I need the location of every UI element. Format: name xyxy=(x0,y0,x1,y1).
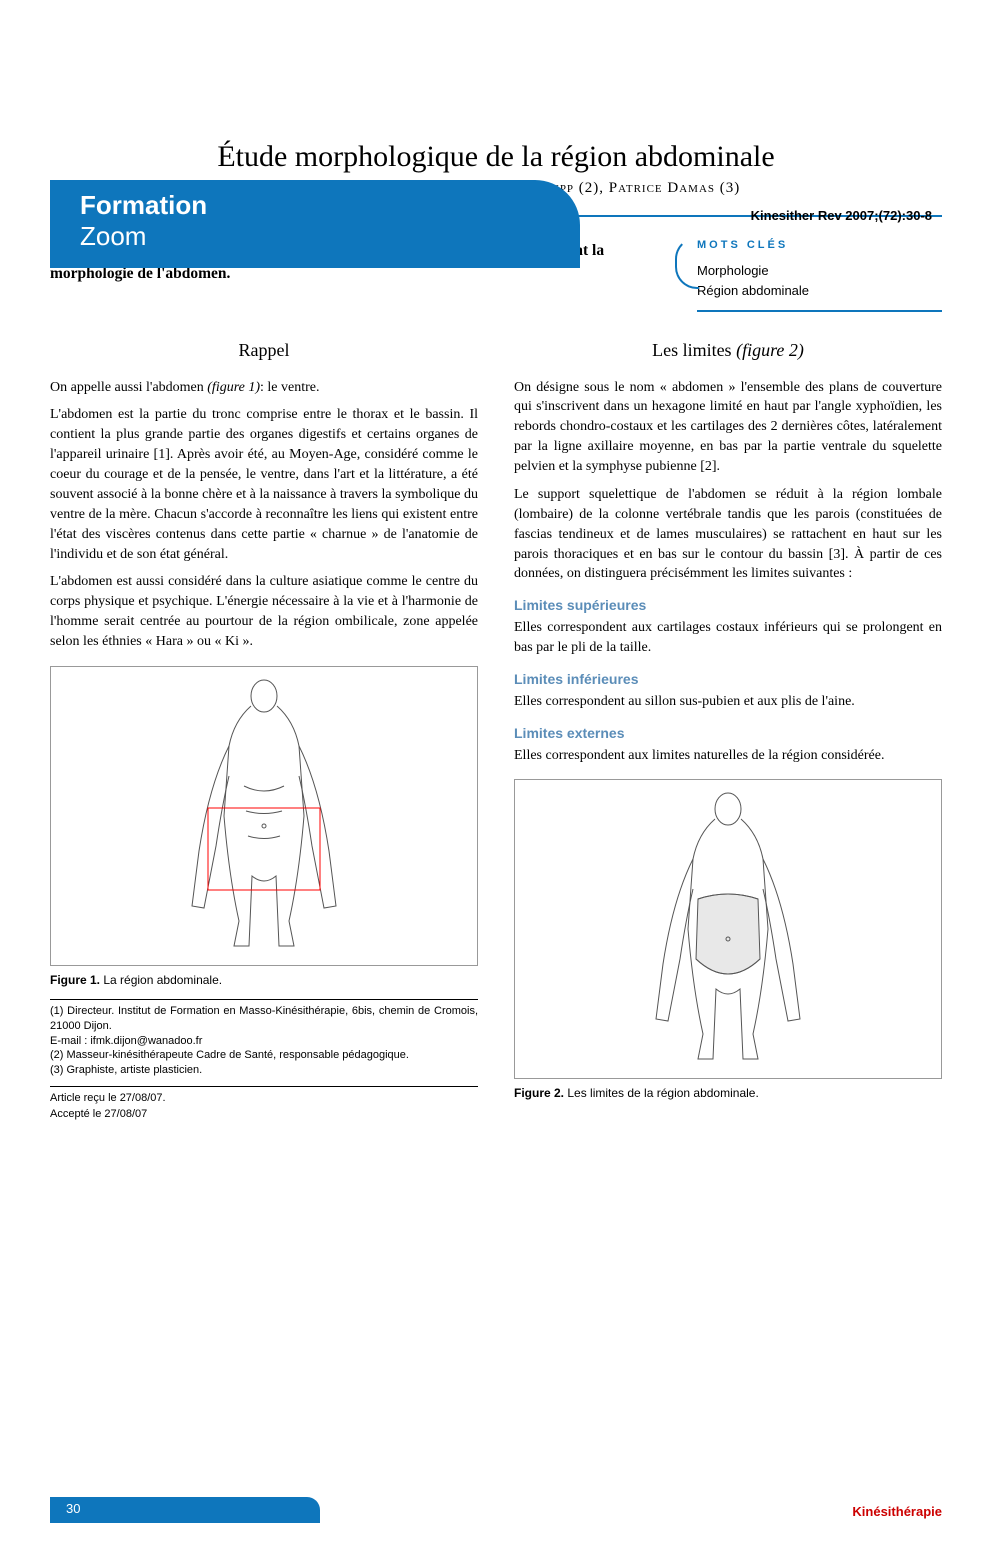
section-heading-limites: Les limites (figure 2) xyxy=(514,338,942,364)
figure-1-caption: Figure 1. La région abdominale. xyxy=(50,972,478,989)
figure-1 xyxy=(50,666,478,966)
date-received: Article reçu le 27/08/07. xyxy=(50,1091,478,1107)
fig2-text: Les limites de la région abdominale. xyxy=(564,1086,759,1100)
journal-citation: Kinesither Rev 2007;(72):30-8 xyxy=(751,208,932,223)
figure-2 xyxy=(514,779,942,1079)
columns: Rappel On appelle aussi l'abdomen (figur… xyxy=(50,330,942,1122)
left-p3: L'abdomen est aussi considéré dans la cu… xyxy=(50,572,478,652)
date-accepted: Accepté le 27/08/07 xyxy=(50,1107,478,1123)
heading-ref: (figure 2) xyxy=(736,340,804,360)
sub-heading-ext: Limites externes xyxy=(514,724,942,744)
article-dates: Article reçu le 27/08/07. Accepté le 27/… xyxy=(50,1086,478,1122)
right-p2: Le support squelettique de l'abdomen se … xyxy=(514,485,942,584)
right-column: Les limites (figure 2) On désigne sous l… xyxy=(514,330,942,1122)
page-number: 30 xyxy=(50,1497,320,1523)
figure-1-svg xyxy=(174,676,354,956)
footnote-1: (1) Directeur. Institut de Formation en … xyxy=(50,1004,478,1034)
footnotes: (1) Directeur. Institut de Formation en … xyxy=(50,999,478,1078)
header-category: Formation xyxy=(80,190,550,221)
header-tab: Formation Zoom xyxy=(50,180,580,268)
keyword-2: Région abdominale xyxy=(697,281,942,301)
left-p1: On appelle aussi l'abdomen (figure 1): l… xyxy=(50,378,478,398)
p1-tail: : le ventre. xyxy=(260,380,319,395)
fig1-label: Figure 1. xyxy=(50,973,100,987)
sub-text-inf: Elles correspondent au sillon sus-pubien… xyxy=(514,692,942,712)
brand-name: Kinésithérapie xyxy=(852,1504,942,1519)
left-p2: L'abdomen est la partie du tronc compris… xyxy=(50,405,478,564)
figure-2-caption: Figure 2. Les limites de la région abdom… xyxy=(514,1085,942,1102)
right-p1: On désigne sous le nom « abdomen » l'ens… xyxy=(514,378,942,477)
sub-heading-inf: Limites inférieures xyxy=(514,670,942,690)
fig1-text: La région abdominale. xyxy=(100,973,222,987)
keyword-1: Morphologie xyxy=(697,261,942,281)
p1-ref: (figure 1) xyxy=(207,380,260,395)
sub-heading-sup: Limites supérieures xyxy=(514,596,942,616)
figure-2-svg xyxy=(638,789,818,1069)
footnote-3: (3) Graphiste, artiste plasticien. xyxy=(50,1063,478,1078)
article-title: Étude morphologique de la région abdomin… xyxy=(50,140,942,174)
page: Formation Zoom Kinesither Rev 2007;(72):… xyxy=(0,140,992,1543)
sub-text-ext: Elles correspondent aux limites naturell… xyxy=(514,746,942,766)
p1-intro: On appelle aussi l'abdomen xyxy=(50,380,207,395)
keywords-box: MOTS CLÉS Morphologie Région abdominale xyxy=(697,239,942,312)
sub-text-sup: Elles correspondent aux cartilages costa… xyxy=(514,618,942,658)
fig2-label: Figure 2. xyxy=(514,1086,564,1100)
heading-text: Les limites xyxy=(652,340,736,360)
section-heading-rappel: Rappel xyxy=(50,338,478,364)
left-column: Rappel On appelle aussi l'abdomen (figur… xyxy=(50,330,478,1122)
header-subcategory: Zoom xyxy=(80,221,550,252)
footnote-email: E-mail : ifmk.dijon@wanadoo.fr xyxy=(50,1034,478,1049)
keywords-label: MOTS CLÉS xyxy=(697,239,942,251)
footnote-2: (2) Masseur-kinésithérapeute Cadre de Sa… xyxy=(50,1048,478,1063)
journal-brand: Kinésithérapie xyxy=(852,1504,942,1519)
